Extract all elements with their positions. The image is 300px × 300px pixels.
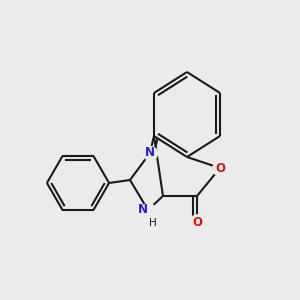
- Text: O: O: [192, 215, 202, 229]
- Text: H: H: [148, 218, 156, 228]
- Text: N: N: [138, 203, 148, 217]
- Text: O: O: [215, 161, 225, 175]
- Text: N: N: [145, 146, 155, 160]
